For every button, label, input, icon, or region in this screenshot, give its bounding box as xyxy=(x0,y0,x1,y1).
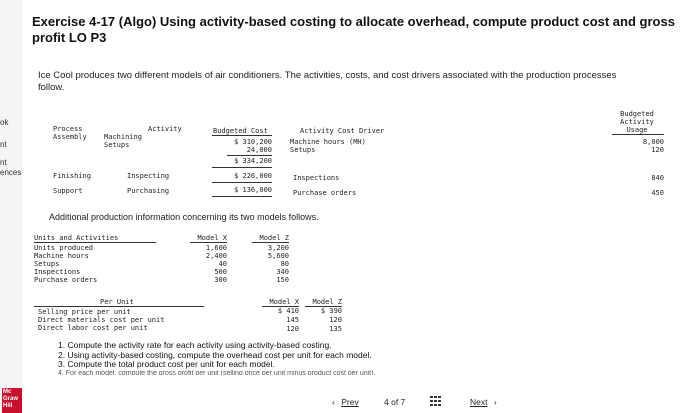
driver-purchasing: Purchase orders xyxy=(293,189,357,197)
prev-label: Prev xyxy=(341,397,359,407)
usage-setups: 120 xyxy=(651,146,664,154)
setups-x: 40 xyxy=(218,260,227,268)
model-x-header: Model X xyxy=(197,234,227,242)
nav-item-2[interactable]: nt xyxy=(0,140,7,149)
questions-list: 1. Compute the activity rate for each ac… xyxy=(58,340,376,375)
cost-inspecting: $ 226,000 xyxy=(234,172,272,180)
question-2: 2. Using activity-based costing, compute… xyxy=(58,349,372,360)
page-position: 4 of 7 xyxy=(384,397,406,407)
machine-hours-label: Machine hours xyxy=(34,252,89,260)
activity-purchasing: Purchasing xyxy=(127,187,170,195)
model-z-header: Model Z xyxy=(259,234,289,242)
left-navigation: ok nt nt ences Mc Graw Hill xyxy=(0,0,23,413)
cost-setups: 24,000 xyxy=(246,146,272,154)
cost-assembly-total: $ 334,200 xyxy=(234,157,272,165)
nav-item-references[interactable]: ences xyxy=(0,168,22,177)
inspections-x: 500 xyxy=(214,268,227,276)
selling-price-z: $ 390 xyxy=(320,307,342,315)
budgeted-activity-header-2: Activity xyxy=(620,118,654,126)
cost-purchasing: $ 136,000 xyxy=(234,186,272,194)
driver-inspecting: Inspections xyxy=(293,174,340,182)
usage-inspecting: 840 xyxy=(651,174,664,182)
activity-setups: Setups xyxy=(104,141,130,149)
exercise-content: Exercise 4-17 (Algo) Using activity-base… xyxy=(22,0,700,413)
additional-info-text: Additional production information concer… xyxy=(49,212,319,222)
usage-machining: 8,000 xyxy=(642,138,664,146)
per-unit-header: Per Unit xyxy=(100,298,134,306)
usage-purchasing: 450 xyxy=(651,189,664,197)
next-button[interactable]: Next › xyxy=(470,397,497,407)
selling-price-label: Selling price per unit xyxy=(38,308,131,316)
grid-icon[interactable] xyxy=(430,396,442,406)
process-assembly: Assembly xyxy=(53,133,87,141)
machine-hours-x: 2,400 xyxy=(205,252,227,260)
intro-text: Ice Cool produces two different models o… xyxy=(38,70,617,93)
units-produced-x: 1,600 xyxy=(205,244,227,252)
selling-price-x: $ 410 xyxy=(277,307,299,315)
activity-cost-driver-header: Activity Cost Driver xyxy=(300,127,385,135)
direct-labor-label: Direct labor cost per unit xyxy=(38,324,148,332)
inspections-z: 340 xyxy=(276,268,289,276)
activity-header: Activity xyxy=(148,125,182,133)
units-activities-header: Units and Activities xyxy=(34,234,119,242)
inspections-label: Inspections xyxy=(34,268,81,276)
chevron-left-icon: ‹ xyxy=(332,397,335,407)
direct-labor-z: 135 xyxy=(329,325,342,333)
purchase-orders-z: 150 xyxy=(276,276,289,284)
next-label: Next xyxy=(470,397,488,407)
driver-machining: Machine hours (MH) xyxy=(290,138,366,146)
budgeted-activity-header-3: Usage xyxy=(626,126,648,134)
direct-materials-z: 120 xyxy=(329,316,342,324)
machine-hours-z: 5,600 xyxy=(267,252,289,260)
process-finishing: Finishing xyxy=(53,172,91,180)
direct-labor-x: 120 xyxy=(286,325,299,333)
mcgraw-hill-logo: Mc Graw Hill xyxy=(2,388,22,413)
question-1: 1. Compute the activity rate for each ac… xyxy=(58,340,332,350)
chevron-right-icon: › xyxy=(493,397,497,407)
setups-label: Setups xyxy=(34,260,60,268)
process-support: Support xyxy=(53,187,83,195)
model-x-header-2: Model X xyxy=(269,298,299,306)
exercise-title: Exercise 4-17 (Algo) Using activity-base… xyxy=(32,14,675,45)
process-header: Process xyxy=(53,125,83,133)
activity-inspecting: Inspecting xyxy=(127,172,170,180)
nav-item-1[interactable]: ok xyxy=(0,118,9,127)
model-z-header-2: Model Z xyxy=(312,298,342,306)
question-3: 3. Compute the total product cost per un… xyxy=(58,359,275,369)
direct-materials-x: 145 xyxy=(286,316,299,324)
direct-materials-label: Direct materials cost per unit xyxy=(38,316,165,324)
purchase-orders-x: 300 xyxy=(214,276,227,284)
question-4: 4. For each model, compute the gross pro… xyxy=(58,369,376,375)
prev-button[interactable]: ‹ Prev xyxy=(332,397,359,407)
units-produced-label: Units produced xyxy=(34,244,94,252)
setups-z: 80 xyxy=(280,260,289,268)
budgeted-activity-header-1: Budgeted xyxy=(620,110,654,118)
budgeted-cost-header: Budgeted Cost xyxy=(213,127,268,135)
cost-machining: $ 310,200 xyxy=(234,138,272,146)
units-produced-z: 3,200 xyxy=(267,244,289,252)
activity-machining: Machining xyxy=(104,133,142,141)
purchase-orders-label: Purchase orders xyxy=(34,276,98,284)
driver-setups: Setups xyxy=(290,146,316,154)
nav-item-3[interactable]: nt xyxy=(0,158,7,167)
